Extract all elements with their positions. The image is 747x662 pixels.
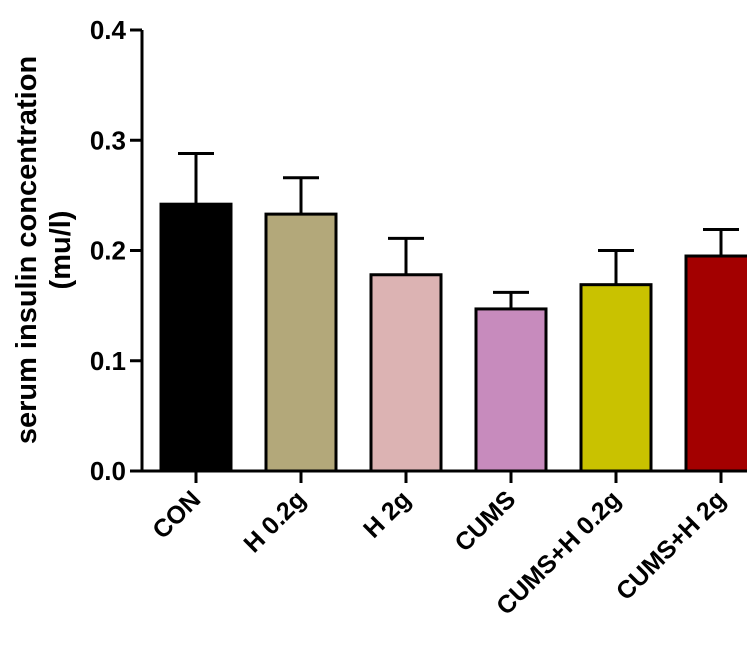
- bars: [159, 151, 747, 473]
- bar: [474, 307, 548, 473]
- axes: 0.0 0.1 0.2 0.3 0.4: [90, 15, 737, 486]
- y-axis-label: serum insulin concentration (mu/l): [11, 56, 77, 444]
- category-label: H 0.2g: [238, 485, 311, 558]
- category-label: CUMS: [449, 485, 521, 557]
- category-label: CUMS+H 2g: [611, 485, 731, 605]
- bar: [579, 283, 653, 473]
- bar: [369, 273, 443, 473]
- y-axis-label-text: serum insulin concentration: [11, 56, 43, 444]
- category-label: H 2g: [358, 485, 416, 543]
- y-tick-label: 0.0: [90, 456, 126, 486]
- y-tick-label: 0.4: [90, 15, 127, 45]
- y-tick-label: 0.3: [90, 125, 126, 155]
- y-tick-label: 0.2: [90, 236, 126, 266]
- y-tick-label: 0.1: [90, 346, 126, 376]
- category-label: CON: [147, 485, 206, 544]
- y-axis-label-unit: (mu/l): [45, 211, 77, 290]
- bar: [159, 202, 233, 473]
- bar: [684, 254, 747, 473]
- bar: [264, 212, 338, 473]
